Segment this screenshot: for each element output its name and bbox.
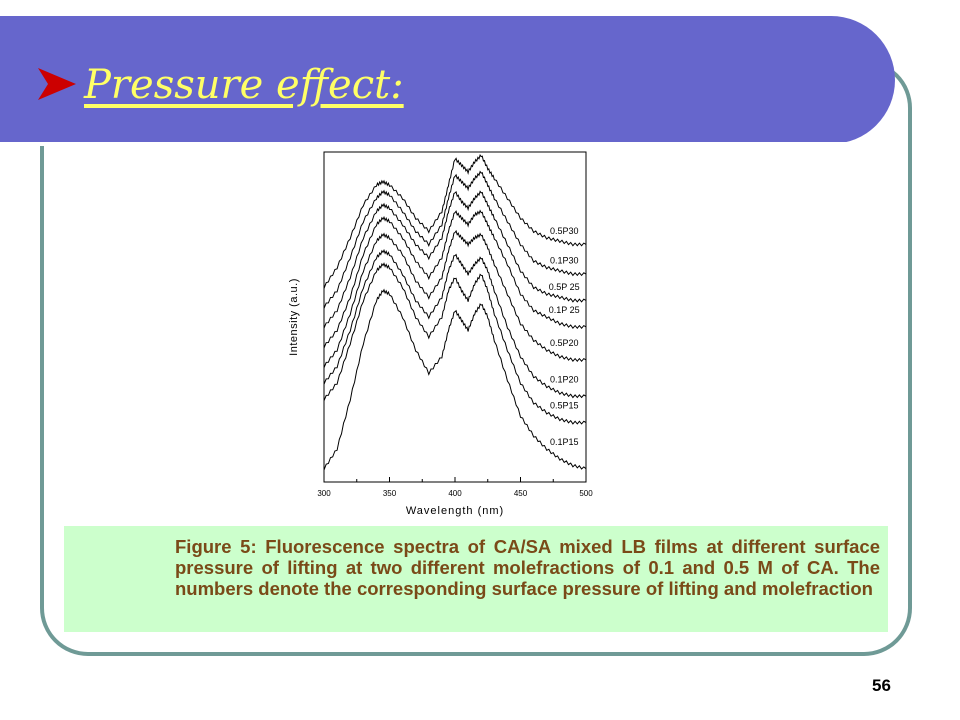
series-label-0: 0.5P30: [550, 226, 579, 236]
slide-title: Pressure effect:: [84, 62, 404, 108]
series-label-1: 0.1P30: [550, 256, 579, 266]
x-tick-label-2: 400: [448, 489, 462, 498]
series-line-7: [323, 288, 587, 471]
series-line-0: [323, 153, 587, 289]
series-label-7: 0.1P15: [550, 437, 579, 447]
series-label-6: 0.5P15: [550, 401, 579, 411]
series-label-5: 0.1P20: [550, 374, 579, 384]
x-ticks: 300 350 400 450 500: [317, 477, 593, 498]
series-line-5: [323, 248, 587, 399]
series-label-4: 0.5P20: [550, 338, 579, 348]
x-tick-label-0: 300: [317, 489, 331, 498]
title-banner: Pressure effect:: [0, 16, 895, 146]
series-labels: 0.5P30 0.1P30 0.5P 25 0.1P 25 0.5P20 0.1P20 0.…: [549, 226, 580, 447]
x-axis-label: Wavelength (nm): [406, 505, 504, 517]
series-lines: [323, 153, 587, 471]
title-row: Pressure effect:: [34, 50, 404, 120]
series-line-6: [323, 262, 587, 425]
series-line-3: [323, 209, 587, 349]
fluorescence-chart: 300 350 400 450 500 0.5P30 0.1P30 0.5P 25 0.1P …: [288, 151, 593, 517]
slide-number: 56: [872, 676, 891, 695]
series-line-2: [323, 190, 587, 329]
y-axis-label: Intensity (a.u.): [288, 278, 300, 356]
x-tick-label-3: 450: [514, 489, 528, 498]
figure-caption: Figure 5: Fluorescence spectra of CA/SA …: [64, 526, 888, 632]
series-line-1: [323, 170, 587, 309]
x-tick-label-1: 350: [383, 489, 397, 498]
title-underline-rule: [0, 142, 848, 146]
x-tick-label-4: 500: [579, 489, 593, 498]
plot-frame: [323, 151, 587, 483]
series-label-2: 0.5P 25: [549, 282, 580, 292]
arrow-bullet-icon: [38, 68, 76, 100]
series-label-3: 0.1P 25: [549, 305, 580, 315]
series-line-4: [323, 229, 587, 368]
